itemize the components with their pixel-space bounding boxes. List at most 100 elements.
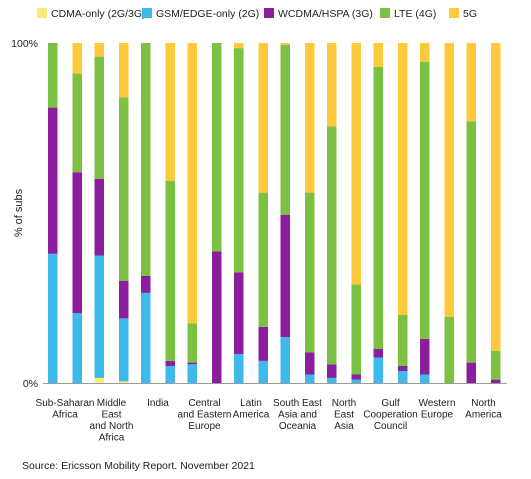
bar-2-seg-4: [94, 43, 104, 57]
bar-10-seg-4: [280, 43, 290, 45]
bar-1-seg-4: [72, 43, 82, 74]
bar-13-seg-2: [351, 374, 361, 380]
y-axis-label: % of subs: [13, 188, 25, 237]
category-label-3: Central and Eastern Europe: [178, 398, 232, 432]
bar-13-seg-4: [351, 43, 361, 285]
bar-19-seg-2: [491, 379, 501, 383]
bar-7-seg-3: [212, 43, 222, 252]
legend-swatch-0: [37, 8, 47, 18]
bar-6-seg-4: [187, 43, 197, 324]
bar-19-seg-4: [491, 43, 501, 351]
legend: CDMA-only (2G/3G) GSM/EDGE-only (2G) WCDMA…: [37, 8, 477, 20]
bar-13-seg-3: [351, 284, 361, 375]
bar-16-seg-4: [420, 43, 430, 62]
bar-14-seg-2: [373, 349, 383, 358]
bar-12-seg-3: [327, 126, 337, 365]
bar-15-seg-1: [398, 371, 408, 383]
legend-swatch-1: [142, 8, 152, 18]
bar-0-seg-2: [48, 107, 58, 254]
bar-18-seg-4: [466, 43, 476, 122]
legend-label-2: WCDMA/HSPA (3G): [278, 8, 373, 20]
bar-3-seg-3: [119, 97, 129, 282]
bar-5-seg-3: [165, 180, 175, 361]
bar-16-seg-2: [420, 338, 430, 375]
category-label-2: India: [147, 398, 169, 409]
bar-0-seg-3: [48, 43, 58, 108]
legend-label-0: CDMA-only (2G/3G): [51, 8, 146, 20]
bar-4-seg-3: [141, 43, 151, 276]
bar-8-seg-2: [234, 272, 244, 355]
bar-6-seg-1: [187, 364, 197, 383]
bar-14-seg-3: [373, 66, 383, 350]
bar-16-seg-1: [420, 374, 430, 383]
bar-17-seg-4: [444, 43, 454, 317]
bar-3-seg-1: [119, 318, 129, 382]
bar-16-seg-3: [420, 61, 430, 339]
y-tick-0: 0%: [23, 378, 38, 390]
legend-label-4: 5G: [463, 8, 477, 20]
category-label-4: Latin America: [233, 398, 270, 421]
bar-11-seg-4: [305, 43, 315, 193]
bar-8-seg-4: [234, 43, 244, 49]
bar-15-seg-3: [398, 315, 408, 366]
bar-6-seg-2: [187, 362, 197, 365]
category-label-9: North America: [465, 398, 502, 421]
category-label-6: North East Asia: [332, 398, 356, 432]
bar-1-seg-3: [72, 73, 82, 173]
category-label-5: South East Asia and Oceania: [273, 398, 322, 432]
category-label-0: Sub-Saharan Africa: [36, 398, 95, 421]
bar-5-seg-4: [165, 43, 175, 181]
bar-11-seg-1: [305, 374, 315, 383]
bars: [48, 43, 501, 383]
bar-12-seg-4: [327, 43, 337, 127]
bar-11-seg-3: [305, 192, 315, 353]
legend-swatch-2: [264, 8, 274, 18]
bar-18-seg-3: [466, 121, 476, 363]
bar-6-seg-3: [187, 323, 197, 363]
bar-0-seg-1: [48, 253, 58, 383]
bar-2-seg-0: [94, 377, 104, 383]
bar-2-seg-2: [94, 179, 104, 256]
bar-4-seg-1: [141, 292, 151, 383]
legend-swatch-4: [449, 8, 459, 18]
bar-5-seg-1: [165, 366, 175, 383]
bar-9-seg-4: [258, 43, 268, 193]
bar-18-seg-2: [466, 362, 476, 383]
legend-label-3: LTE (4G): [394, 8, 436, 20]
bar-19-seg-3: [491, 350, 501, 380]
bar-11-seg-2: [305, 352, 315, 375]
bar-1-seg-1: [72, 313, 82, 383]
source-note: Source: Ericsson Mobility Report. Novemb…: [22, 460, 255, 472]
bar-9-seg-3: [258, 192, 268, 327]
bar-8-seg-1: [234, 354, 244, 383]
bar-8-seg-3: [234, 48, 244, 273]
bar-12-seg-1: [327, 377, 337, 383]
bar-15-seg-4: [398, 43, 408, 315]
bar-7-seg-2: [212, 251, 222, 383]
bar-9-seg-2: [258, 326, 268, 361]
y-tick-100: 100%: [11, 38, 38, 50]
category-label-1: Middle East and North Africa: [90, 398, 134, 444]
bar-13-seg-1: [351, 379, 361, 383]
bar-1-seg-2: [72, 172, 82, 314]
legend-swatch-3: [380, 8, 390, 18]
bar-2-seg-3: [94, 56, 104, 179]
bar-2-seg-1: [94, 255, 104, 378]
bar-3-seg-4: [119, 43, 129, 98]
bar-5-seg-2: [165, 360, 175, 366]
bar-3-seg-2: [119, 281, 129, 319]
bar-10-seg-3: [280, 44, 290, 215]
bar-10-seg-2: [280, 214, 290, 338]
category-label-8: Western Europe: [418, 398, 455, 421]
bar-9-seg-1: [258, 360, 268, 383]
legend-label-1: GSM/EDGE-only (2G): [156, 8, 259, 20]
bar-14-seg-1: [373, 357, 383, 383]
bar-4-seg-2: [141, 275, 151, 293]
bar-14-seg-4: [373, 43, 383, 67]
category-label-7: Gulf Cooperation Council: [363, 398, 417, 432]
bar-17-seg-3: [444, 316, 454, 383]
axes: 100% 0% % of subs: [11, 38, 507, 390]
